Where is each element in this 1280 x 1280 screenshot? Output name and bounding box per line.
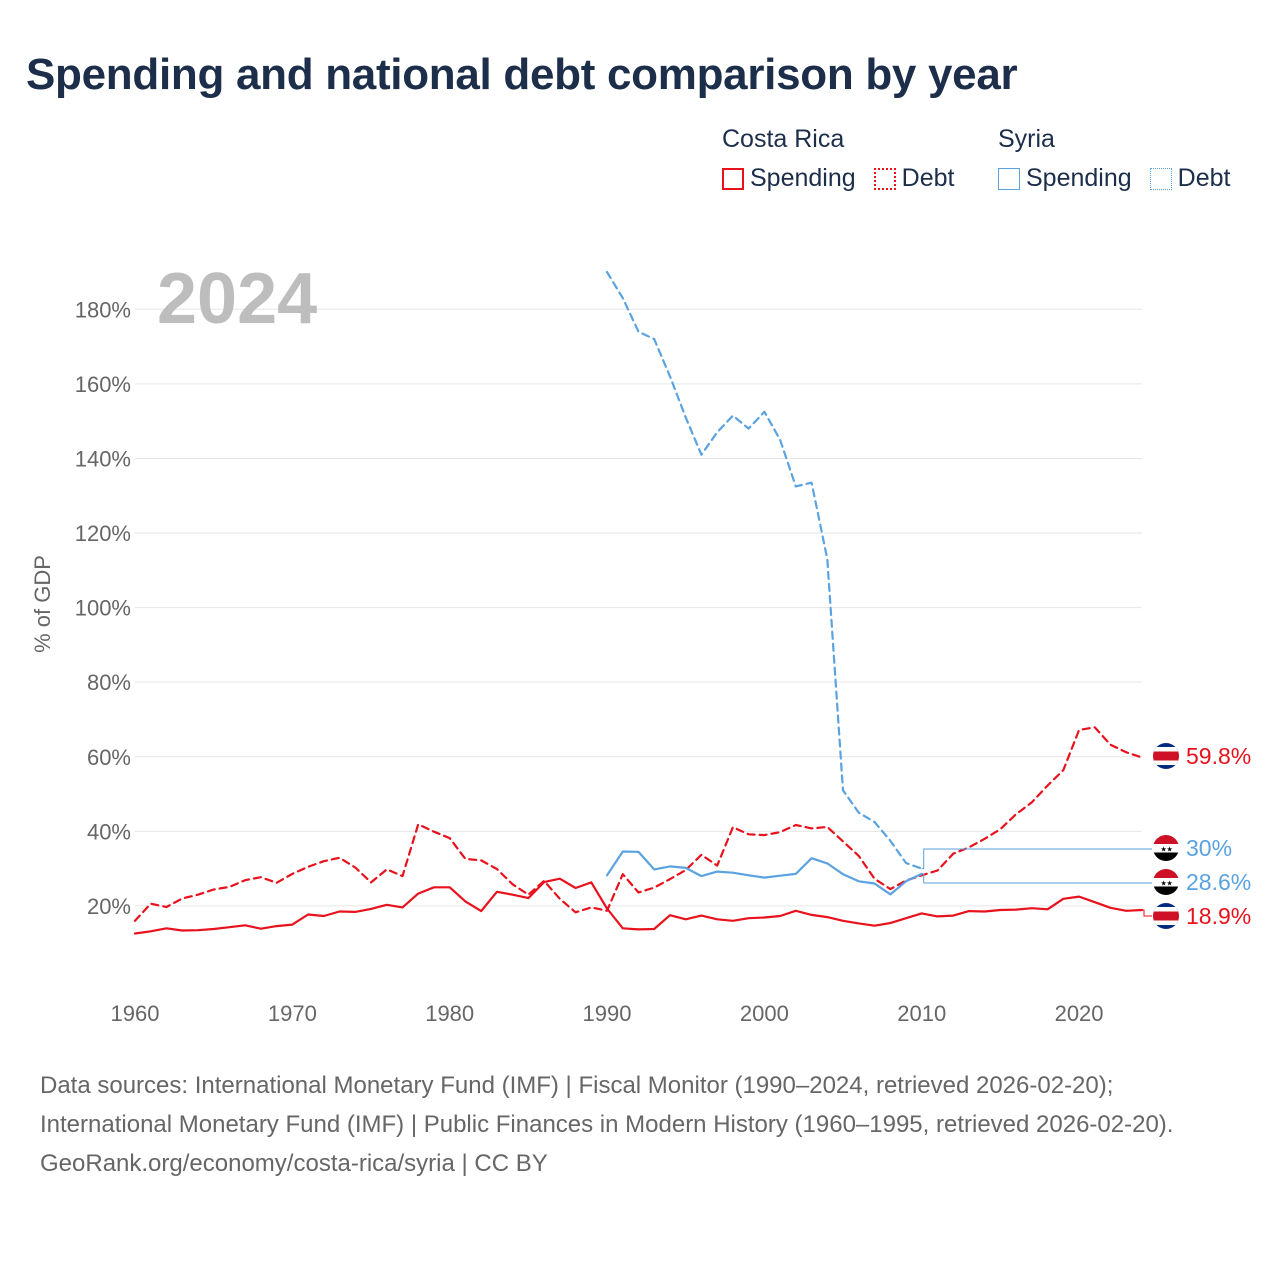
x-tick-label: 2020 xyxy=(1055,1001,1104,1026)
costa-rica-flag-icon xyxy=(1153,743,1179,769)
svg-text:★: ★ xyxy=(1167,846,1173,854)
legend-swatch-dotted xyxy=(873,167,896,190)
y-axis-title: % of GDP xyxy=(30,555,55,653)
legend-swatch-solid xyxy=(998,167,1020,190)
legend-country-label: Costa Rica xyxy=(722,125,845,153)
series-line-syria-spending xyxy=(605,850,923,896)
legend-item-syria-spending[interactable]: Spending xyxy=(998,164,1132,193)
legend-swatch-dotted xyxy=(1149,167,1172,190)
label-connectors xyxy=(921,848,1152,917)
svg-text:★: ★ xyxy=(1161,880,1167,888)
year-watermark: 2024 xyxy=(157,259,317,339)
legend-item-syria-debt[interactable]: Debt xyxy=(1149,164,1231,193)
y-tick-label: 20% xyxy=(87,894,131,919)
legend-item-label: Debt xyxy=(901,164,955,192)
y-tick-label: 120% xyxy=(75,521,131,546)
y-tick-label: 100% xyxy=(75,596,131,621)
x-axis: 1960 1970 1980 1990 2000 2010 2020 xyxy=(111,1001,1104,1026)
svg-text:★: ★ xyxy=(1167,880,1173,888)
legend-country-label: Syria xyxy=(998,125,1055,153)
y-axis: 20% 40% 60% 80% 100% 120% 140% 160% 180% xyxy=(75,297,131,919)
end-label-syria-debt: 30% xyxy=(1186,835,1232,861)
label-connector xyxy=(1142,909,1152,917)
label-connector xyxy=(921,848,1152,870)
x-tick-label: 2010 xyxy=(897,1001,946,1026)
y-tick-label: 40% xyxy=(87,819,131,844)
y-tick-label: 140% xyxy=(75,446,131,471)
x-tick-label: 1980 xyxy=(425,1001,474,1026)
series-line-syria-debt xyxy=(605,270,923,870)
chart-title: Spending and national debt comparison by… xyxy=(26,50,1018,99)
y-tick-label: 160% xyxy=(75,372,131,397)
chart-plot: 20% 40% 60% 80% 100% 120% 140% 160% 180% 1960 197… xyxy=(30,259,1251,1026)
costa-rica-flag-icon xyxy=(1153,903,1179,929)
legend-group-syria: Syria Spending Debt xyxy=(998,124,1230,193)
label-connector xyxy=(921,873,1152,884)
end-label-costa-rica-spending: 18.9% xyxy=(1186,903,1251,929)
data-sources: Data sources: International Monetary Fun… xyxy=(40,1072,1174,1138)
series-line-costa-rica-debt xyxy=(133,726,1144,922)
y-tick-label: 80% xyxy=(87,670,131,695)
syria-flag-icon: ★ ★ xyxy=(1153,869,1179,895)
x-tick-label: 1970 xyxy=(268,1001,317,1026)
legend-swatch-solid xyxy=(722,167,744,190)
series-lines xyxy=(133,270,1144,935)
credit-link[interactable]: GeoRank.org/economy/costa-rica/syria | C… xyxy=(40,1150,548,1177)
end-label-syria-spending: 28.6% xyxy=(1186,869,1251,895)
x-tick-label: 1960 xyxy=(111,1001,160,1026)
grid-lines xyxy=(135,308,1142,907)
x-tick-label: 2000 xyxy=(740,1001,789,1026)
legend-item-label: Debt xyxy=(1177,164,1231,192)
legend-item-label: Spending xyxy=(1026,164,1132,192)
legend-item-costa-rica-debt[interactable]: Debt xyxy=(873,164,955,193)
end-label-costa-rica-debt: 59.8% xyxy=(1186,743,1251,769)
legend-item-costa-rica-spending[interactable]: Spending xyxy=(722,164,856,193)
syria-flag-icon: ★ ★ xyxy=(1153,835,1179,861)
chart-footer: Data sources: International Monetary Fun… xyxy=(40,1066,1240,1183)
svg-text:★: ★ xyxy=(1161,846,1167,854)
legend-group-costa-rica: Costa Rica Spending Debt xyxy=(722,124,972,193)
y-tick-label: 60% xyxy=(87,745,131,770)
x-tick-label: 1990 xyxy=(583,1001,632,1026)
y-tick-label: 180% xyxy=(75,297,131,322)
series-line-costa-rica-spending xyxy=(133,877,1144,935)
legend-item-label: Spending xyxy=(750,164,856,192)
